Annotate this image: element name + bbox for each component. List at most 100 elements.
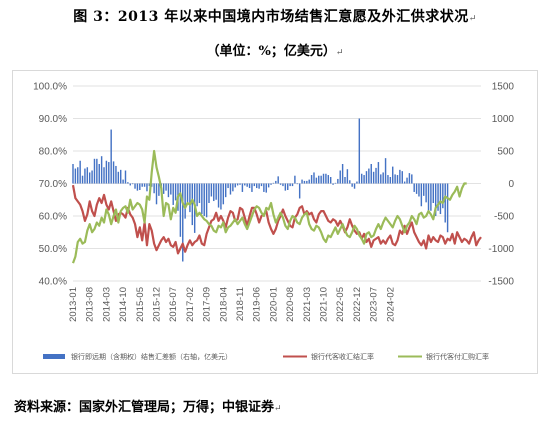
bar-fx-balance — [155, 183, 158, 205]
bar-fx-balance — [363, 175, 365, 184]
x-tick-label: 2015-12 — [152, 287, 163, 322]
bar-fx-balance — [84, 168, 86, 184]
bar-fx-balance — [215, 183, 217, 200]
x-tick-label: 2024-02 — [385, 287, 396, 322]
x-tick-label: 2014-10 — [118, 287, 129, 322]
bar-fx-balance — [446, 183, 449, 233]
bar-fx-balance — [131, 183, 134, 185]
bar-fx-balance — [244, 183, 246, 186]
y-left-tick-label: 100.0% — [33, 82, 67, 93]
bar-fx-balance — [442, 183, 444, 209]
bar-fx-balance — [325, 173, 327, 184]
bar-fx-balance — [291, 183, 294, 187]
bar-fx-balance — [368, 168, 370, 184]
x-tick-label: 2020-08 — [285, 287, 296, 322]
bar-fx-balance — [100, 156, 103, 184]
y-right-tick-label: -1000 — [488, 244, 514, 255]
bar-fx-balance — [358, 118, 361, 184]
bar-fx-balance — [105, 160, 108, 184]
bar-fx-balance — [248, 183, 251, 189]
line-buy-rate — [71, 149, 467, 264]
bar-fx-balance — [220, 183, 222, 210]
bar-fx-balance — [279, 183, 282, 185]
x-tick-label: 2016-07 — [168, 287, 179, 322]
bar-fx-balance — [110, 129, 112, 184]
bar-fx-balance — [88, 172, 91, 184]
bar-fx-balance — [213, 183, 215, 202]
y-left-tick-label: 50.0% — [39, 244, 67, 255]
bar-fx-balance — [439, 183, 442, 215]
bar-fx-balance — [167, 183, 170, 198]
bar-fx-balance — [332, 183, 334, 185]
x-tick-label: 2014-03 — [101, 287, 112, 322]
bar-fx-balance — [86, 167, 89, 184]
y-right-tick-label: 0 — [508, 179, 514, 190]
bar-fx-balance — [444, 183, 446, 223]
bar-fx-balance — [375, 167, 377, 184]
legend-label: 银行即远期（含期权）结售汇差额（右轴，亿美元） — [71, 352, 232, 361]
bar-fx-balance — [380, 174, 382, 184]
x-tick-label: 2013-01 — [68, 287, 79, 322]
x-tick-label: 2017-02 — [185, 287, 196, 322]
bar-fx-balance — [275, 180, 277, 184]
bar-fx-balance — [427, 183, 430, 212]
chart-subtitle: （单位：%；亿美元）↵ — [206, 44, 344, 59]
bar-fx-balance — [418, 183, 420, 197]
bar-fx-balance — [115, 165, 117, 184]
bar-fx-balance — [198, 183, 201, 203]
bar-fx-balance — [258, 183, 260, 189]
bar-fx-balance — [134, 183, 136, 189]
bar-fx-balance — [232, 183, 234, 192]
bar-fx-balance — [170, 183, 172, 195]
bar-fx-balance — [394, 174, 396, 184]
y-right-tick-label: 1000 — [492, 114, 515, 125]
bar-fx-balance — [174, 183, 177, 201]
x-tick-label: 2015-05 — [135, 287, 146, 322]
bar-fx-balance — [303, 180, 306, 184]
bar-fx-balance — [222, 183, 225, 205]
bar-fx-balance — [74, 168, 77, 184]
legend-label: 银行代客收汇结汇率 — [311, 352, 374, 361]
bar-fx-balance — [91, 170, 93, 184]
bar-fx-balance — [301, 179, 303, 184]
bar-fx-balance — [306, 180, 308, 184]
bar-fx-balance — [186, 183, 189, 203]
bar-fx-balance — [196, 183, 198, 207]
bar-fx-balance — [353, 183, 356, 189]
x-tick-label: 2022-12 — [352, 287, 363, 322]
bar-fx-balance — [158, 183, 160, 196]
legend-swatch-bars — [43, 354, 65, 359]
x-tick-label: 2023-07 — [369, 287, 380, 322]
y-left-tick-label: 90.0% — [39, 114, 67, 125]
bar-fx-balance — [265, 183, 267, 193]
bar-fx-balance — [434, 183, 437, 216]
bar-fx-balance — [344, 177, 346, 184]
bar-fx-balance — [308, 179, 310, 184]
bar-fx-balance — [287, 183, 289, 190]
bar-fx-balance — [236, 183, 239, 186]
bar-fx-balance — [411, 174, 413, 184]
bar-fx-balance — [337, 178, 339, 184]
bar-fx-balance — [401, 171, 403, 184]
bar-fx-balance — [313, 172, 315, 184]
bar-fx-balance — [96, 158, 98, 184]
bar-fx-balance — [341, 164, 344, 184]
bar-fx-balance — [420, 183, 423, 207]
bar-fx-balance — [382, 172, 384, 184]
bar-fx-balance — [127, 182, 129, 184]
bar-fx-balance — [139, 183, 141, 190]
bar-fx-balance — [282, 183, 284, 187]
y-left-tick-label: 40.0% — [39, 277, 67, 288]
x-tick-label: 2019-06 — [252, 287, 263, 322]
bar-fx-balance — [81, 175, 84, 184]
bar-fx-balance — [322, 173, 325, 184]
bar-fx-balance — [227, 183, 229, 189]
legend-label: 银行代客付汇购汇率 — [426, 352, 489, 361]
y-right-tick-label: 1500 — [492, 82, 515, 93]
bar-fx-balance — [93, 158, 96, 184]
bar-fx-balance — [356, 181, 358, 184]
bar-fx-balance — [165, 183, 167, 191]
bar-fx-balance — [129, 183, 131, 186]
bar-fx-balance — [320, 175, 322, 184]
bar-fx-balance — [72, 164, 74, 184]
